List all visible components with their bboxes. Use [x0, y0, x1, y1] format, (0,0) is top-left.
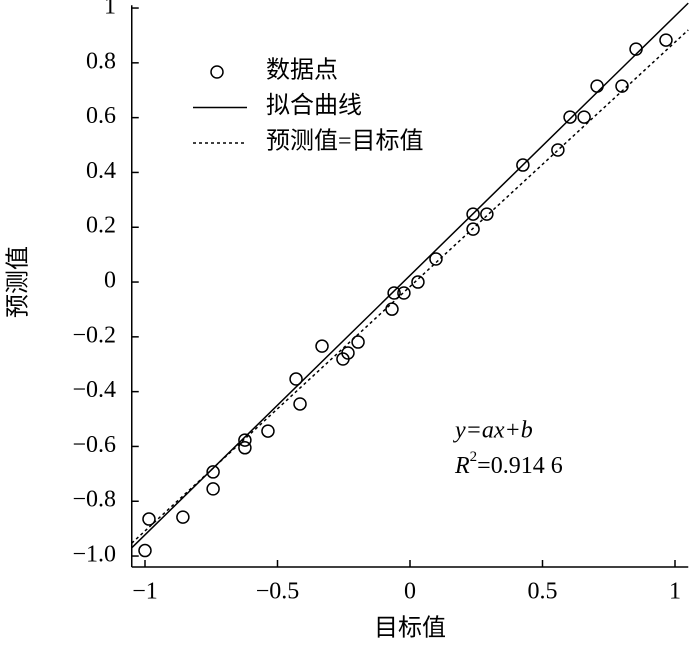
data-point [466, 207, 480, 221]
data-point [293, 397, 307, 411]
r2-annotation: R2=0.914 6 [454, 449, 563, 478]
data-point [261, 424, 275, 438]
r2-exponent: 2 [470, 449, 478, 465]
y-tick-label: −0.4 [72, 377, 116, 403]
r2-value: =0.914 6 [477, 453, 563, 479]
x-tick-label: 0.5 [528, 579, 558, 605]
x-tick-label: 0 [404, 579, 416, 605]
data-point [138, 543, 152, 558]
y-axis-label: 预测值 [5, 246, 32, 318]
y-tick-label: −1.0 [72, 542, 116, 568]
r2-symbol: R [454, 453, 470, 479]
data-point [480, 207, 494, 221]
line [131, 2, 689, 549]
data-point [206, 482, 220, 496]
y-tick-label: −0.8 [72, 487, 116, 513]
data-point [315, 339, 329, 353]
data-point [142, 512, 156, 526]
data-point [590, 79, 604, 93]
data-point [397, 286, 411, 300]
data-point [206, 465, 220, 479]
y-tick-label: 1 [104, 0, 116, 20]
data-point [341, 346, 355, 360]
y-tick-label: 0.2 [86, 213, 116, 239]
x-tick-label: −0.5 [256, 579, 300, 605]
legend-label: 预测值=目标值 [266, 128, 424, 155]
data-point [577, 110, 591, 124]
data-point [289, 372, 303, 386]
data-point [659, 33, 673, 47]
y-tick-label: −0.6 [72, 432, 116, 458]
data-point [238, 441, 252, 455]
data-point [563, 110, 577, 124]
data-point [429, 252, 443, 266]
legend-marker [210, 65, 224, 79]
data-point [516, 158, 530, 172]
data-point [411, 275, 425, 289]
y-tick-label: 0.6 [86, 103, 116, 129]
y-tick-label: 0 [104, 268, 116, 294]
equation: y=ax+b [453, 418, 533, 444]
data-point [466, 222, 480, 236]
data-point [385, 302, 399, 316]
data-point [351, 335, 365, 349]
line [131, 29, 689, 544]
data-point [176, 510, 190, 524]
y-tick-label: −0.2 [72, 322, 116, 348]
x-axis-label: 目标值 [374, 615, 446, 642]
x-tick-label: −1 [132, 579, 158, 605]
y-tick-label: 0.4 [86, 158, 116, 184]
data-point [238, 433, 252, 447]
data-point [551, 143, 565, 157]
legend-label: 数据点 [266, 57, 338, 84]
data-point [387, 286, 401, 300]
legend-label: 拟合曲线 [266, 92, 362, 119]
x-tick-label: 1 [669, 579, 681, 605]
y-tick-label: 0.8 [86, 48, 116, 74]
